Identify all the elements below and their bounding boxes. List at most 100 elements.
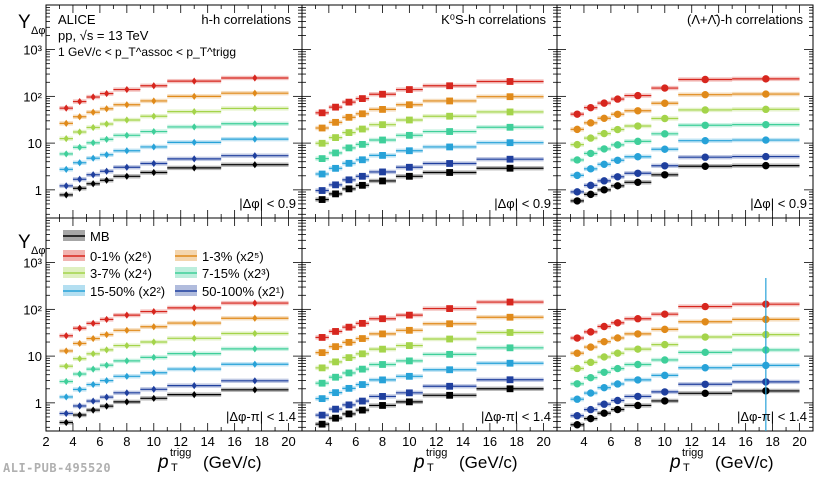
data-point — [586, 405, 595, 414]
data-point — [762, 152, 770, 161]
x-tick-label: 20 — [792, 434, 806, 449]
data-point — [600, 145, 608, 153]
data-point — [573, 140, 581, 149]
data-point — [762, 136, 770, 144]
data-point — [701, 136, 709, 145]
data-point — [379, 106, 386, 113]
data-point — [600, 400, 608, 408]
data-point — [191, 319, 197, 327]
data-point — [252, 120, 258, 128]
x-axis-title-sub: T — [683, 462, 690, 474]
data-point — [77, 385, 83, 394]
data-point — [446, 128, 454, 135]
data-point — [252, 135, 258, 143]
experiment-label: ALICE — [58, 12, 96, 27]
data-point — [586, 328, 595, 336]
data-point — [613, 380, 622, 388]
data-point — [446, 305, 454, 312]
data-point — [90, 319, 96, 327]
data-point — [661, 310, 669, 318]
data-point — [661, 325, 669, 334]
y-tick-label: 10² — [23, 302, 42, 317]
data-point — [345, 384, 353, 392]
data-point — [573, 364, 581, 373]
data-point — [318, 109, 326, 117]
data-point — [701, 348, 709, 357]
data-point — [318, 334, 326, 341]
x-tick-label: 10 — [402, 434, 416, 449]
data-point — [358, 140, 366, 148]
data-point — [573, 197, 581, 205]
data-point — [252, 104, 258, 113]
legend-label: MB — [90, 229, 110, 244]
data-point — [506, 123, 514, 131]
x-tick-label: 14 — [711, 434, 725, 449]
data-point — [506, 164, 514, 172]
data-point — [191, 138, 197, 146]
data-point — [661, 356, 669, 364]
data-point — [634, 315, 642, 323]
data-point — [573, 380, 581, 388]
data-point — [191, 77, 197, 85]
region-label: |Δφ| < 0.9 — [750, 196, 807, 211]
watermark: ALI-PUB-495520 — [3, 461, 112, 475]
data-point — [701, 153, 709, 161]
data-point — [191, 164, 197, 172]
data-point — [586, 103, 595, 112]
data-point — [613, 364, 622, 373]
data-point — [63, 135, 69, 143]
data-point — [634, 137, 642, 146]
data-point — [90, 334, 96, 343]
region-label: |Δφ-π| < 1.4 — [226, 409, 296, 424]
data-point — [506, 329, 514, 336]
x-tick-label: 2 — [42, 434, 49, 449]
data-point — [63, 377, 69, 386]
data-point — [77, 128, 83, 136]
data-point — [124, 163, 130, 171]
data-point — [446, 169, 454, 176]
data-point — [586, 119, 595, 127]
data-point — [318, 170, 326, 178]
data-point — [600, 160, 608, 169]
data-point — [104, 393, 110, 401]
data-point — [506, 108, 514, 116]
data-point — [634, 345, 642, 353]
y-tick-label: 10³ — [23, 256, 42, 271]
data-point — [104, 167, 110, 175]
data-point — [446, 82, 454, 90]
data-point — [379, 345, 386, 353]
data-point — [379, 315, 386, 323]
x-axis-title: p — [669, 452, 681, 473]
data-point — [345, 144, 353, 152]
column-title: h-h correlations — [201, 12, 291, 27]
data-point — [405, 372, 413, 380]
data-point — [77, 97, 83, 106]
data-point — [77, 402, 83, 410]
data-point — [318, 349, 326, 357]
data-point — [332, 373, 339, 381]
data-point — [124, 85, 130, 94]
x-axis-title-unit: (GeV/c) — [203, 453, 262, 472]
data-point — [104, 346, 110, 354]
data-point — [151, 168, 157, 177]
data-point — [124, 357, 130, 365]
data-point — [104, 151, 110, 159]
region-label: |Δφ-π| < 1.4 — [737, 409, 807, 424]
x-axis-title-unit: (GeV/c) — [715, 453, 774, 472]
data-point — [77, 113, 83, 121]
data-point — [661, 371, 669, 380]
x-axis-title: p — [413, 452, 425, 473]
y-tick-label: 10³ — [23, 43, 42, 58]
data-point — [191, 334, 197, 342]
data-point — [600, 114, 608, 123]
data-point — [446, 320, 454, 328]
y-axis-title-sub: Δφ — [31, 245, 45, 257]
x-tick-label: 10 — [147, 434, 161, 449]
data-point — [358, 319, 366, 327]
data-point — [345, 159, 353, 167]
data-point — [332, 328, 339, 335]
data-point — [661, 130, 669, 138]
data-point — [600, 383, 608, 392]
data-point — [77, 143, 83, 151]
